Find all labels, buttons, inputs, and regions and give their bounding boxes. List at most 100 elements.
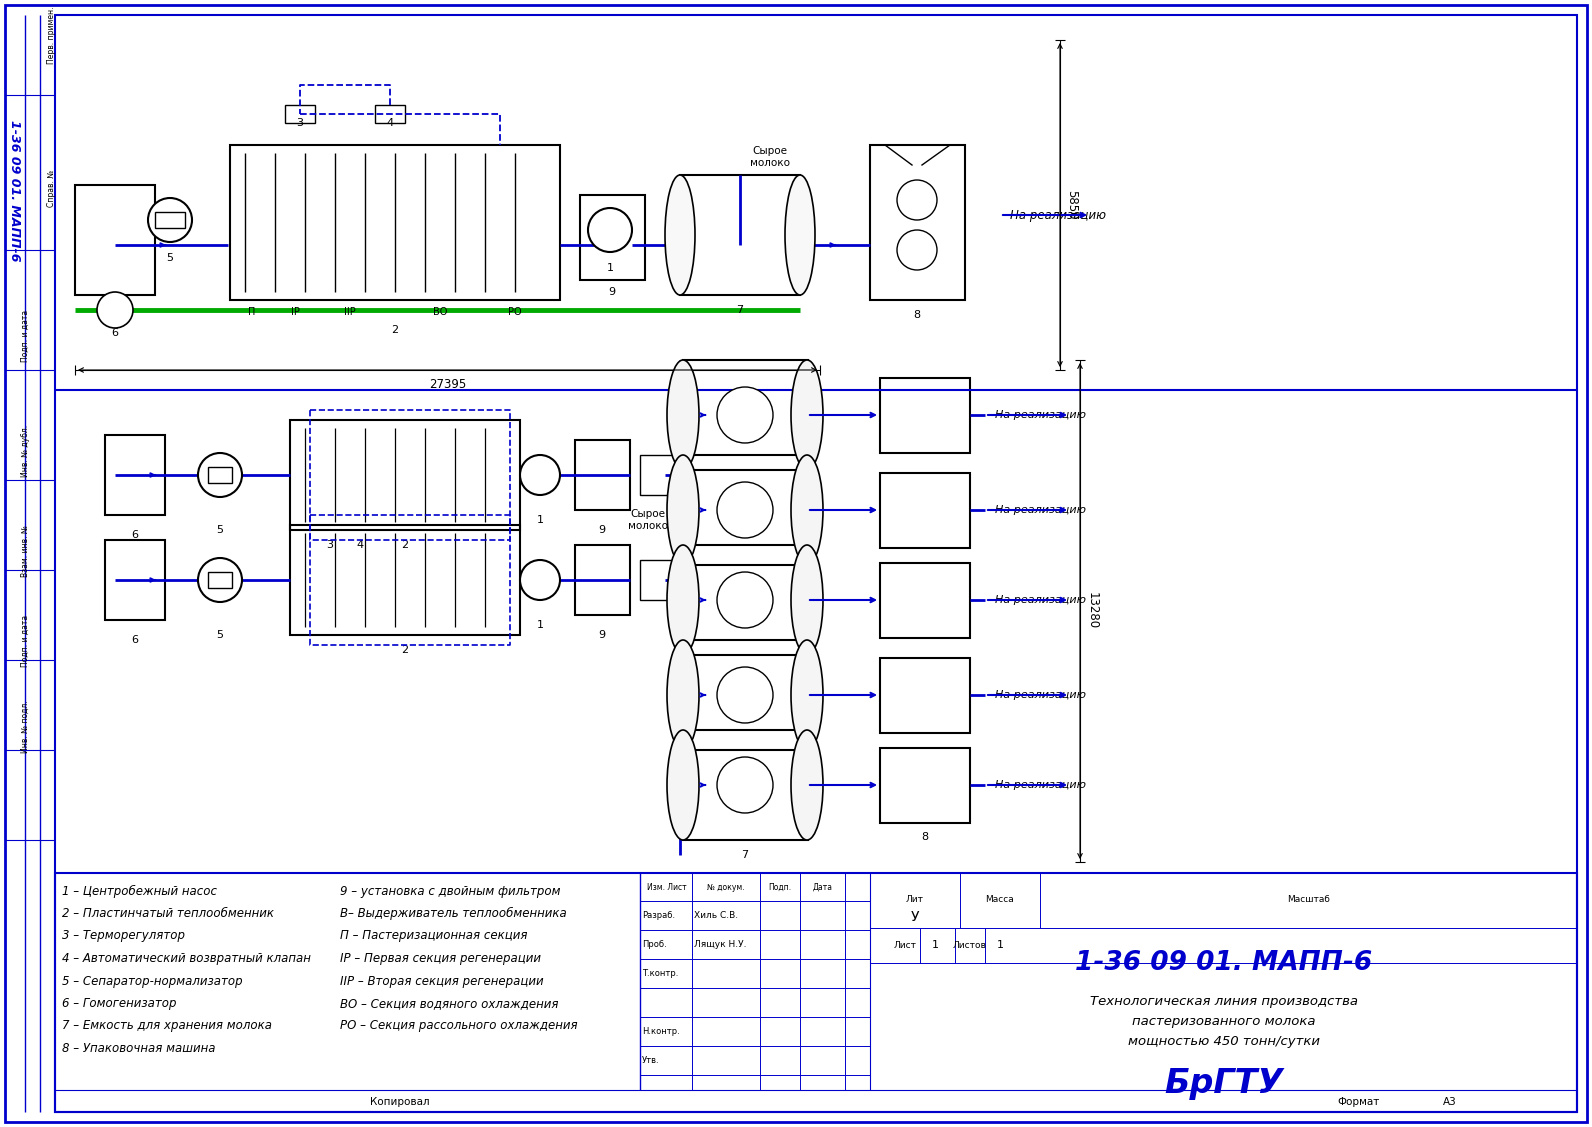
Text: 8: 8: [922, 832, 928, 842]
Text: 9: 9: [608, 287, 616, 298]
Text: 1: 1: [997, 940, 1003, 950]
Text: Взам. инв. №: Взам. инв. №: [21, 525, 30, 577]
Text: Копировал: Копировал: [371, 1097, 430, 1107]
Circle shape: [97, 292, 134, 328]
Text: Т.контр.: Т.контр.: [642, 969, 678, 978]
Ellipse shape: [785, 175, 815, 295]
Text: 5: 5: [217, 525, 223, 535]
Circle shape: [716, 482, 774, 538]
Ellipse shape: [791, 455, 823, 565]
Text: РО – Секция рассольного охлаждения: РО – Секция рассольного охлаждения: [341, 1020, 578, 1032]
Text: ІІР – Вторая секция регенерации: ІІР – Вторая секция регенерации: [341, 975, 543, 987]
Text: 5: 5: [167, 252, 174, 263]
Text: 2: 2: [401, 645, 409, 655]
Text: 13280: 13280: [1086, 593, 1098, 630]
Text: На реализацию: На реализацию: [1009, 208, 1106, 222]
Bar: [880, 748, 970, 823]
Text: Сырое
молоко: Сырое молоко: [750, 147, 790, 168]
Text: Дата: Дата: [812, 882, 833, 891]
Text: 8 – Упаковочная машина: 8 – Упаковочная машина: [62, 1042, 215, 1055]
Bar: [105, 540, 166, 620]
Ellipse shape: [667, 360, 699, 470]
Text: 2: 2: [401, 540, 409, 550]
Text: Хиль С.В.: Хиль С.В.: [694, 911, 739, 920]
Text: На реализацию: На реализацию: [995, 505, 1086, 515]
Text: Лящук Н.У.: Лящук Н.У.: [694, 940, 747, 949]
Bar: [154, 212, 185, 228]
Text: Лист: Лист: [893, 941, 917, 950]
Bar: [640, 455, 675, 495]
Text: 1: 1: [607, 263, 613, 273]
Text: 3: 3: [296, 118, 304, 128]
Ellipse shape: [791, 730, 823, 840]
Text: На реализацию: На реализацию: [995, 690, 1086, 700]
Text: Листов: Листов: [954, 941, 987, 950]
Circle shape: [896, 180, 938, 220]
Circle shape: [521, 560, 560, 600]
Text: 7: 7: [742, 850, 748, 860]
Text: Масштаб: Масштаб: [1286, 896, 1329, 905]
Text: 2: 2: [392, 325, 398, 335]
Text: А3: А3: [1442, 1097, 1457, 1107]
Circle shape: [716, 387, 774, 443]
Text: 1: 1: [537, 515, 543, 525]
Text: 1: 1: [931, 940, 939, 950]
Bar: [683, 640, 809, 749]
Bar: [880, 378, 970, 453]
Text: 6: 6: [111, 328, 118, 338]
Text: Технологическая линия производства: Технологическая линия производства: [1089, 994, 1358, 1008]
Circle shape: [896, 230, 938, 270]
Text: РО: РО: [508, 307, 522, 317]
Bar: [290, 420, 521, 530]
Text: 4 – Автоматический возвратный клапан: 4 – Автоматический возвратный клапан: [62, 952, 310, 965]
Text: ВО: ВО: [433, 307, 447, 317]
Text: 1 – Центробежный насос: 1 – Центробежный насос: [62, 885, 217, 897]
Bar: [575, 545, 630, 615]
Text: Утв.: Утв.: [642, 1056, 659, 1065]
Text: 7 – Емкость для хранения молока: 7 – Емкость для хранения молока: [62, 1020, 272, 1032]
Text: На реализацию: На реализацию: [995, 410, 1086, 420]
Ellipse shape: [665, 175, 696, 295]
Text: 5850: 5850: [1065, 190, 1078, 220]
Bar: [290, 525, 521, 635]
Bar: [285, 105, 315, 123]
Text: 7: 7: [737, 305, 743, 316]
Text: В– Выдерживатель теплообменника: В– Выдерживатель теплообменника: [341, 907, 567, 920]
Ellipse shape: [667, 545, 699, 655]
Text: Изм. Лист: Изм. Лист: [648, 882, 686, 891]
Bar: [209, 573, 232, 588]
Text: 4: 4: [387, 118, 393, 128]
Ellipse shape: [667, 455, 699, 565]
Bar: [683, 360, 809, 470]
Bar: [75, 185, 154, 295]
Text: ІР – Первая секция регенерации: ІР – Первая секция регенерации: [341, 952, 541, 965]
Text: Сырое
молоко: Сырое молоко: [627, 509, 669, 531]
Text: Масса: Масса: [985, 896, 1014, 905]
Bar: [640, 560, 675, 600]
Circle shape: [716, 667, 774, 724]
Bar: [683, 545, 809, 655]
Circle shape: [197, 453, 242, 497]
Text: 1-36 09 01. МАПП-6: 1-36 09 01. МАПП-6: [8, 119, 21, 261]
Text: 1-36 09 01. МАПП-6: 1-36 09 01. МАПП-6: [1075, 950, 1372, 976]
Text: 2 – Пластинчатый теплообменник: 2 – Пластинчатый теплообменник: [62, 907, 274, 920]
Text: Разраб.: Разраб.: [642, 911, 675, 920]
Text: 9 – установка с двойным фильтром: 9 – установка с двойным фильтром: [341, 885, 560, 897]
Text: Формат: Формат: [1337, 1097, 1380, 1107]
Text: 5 – Сепаратор-нормализатор: 5 – Сепаратор-нормализатор: [62, 975, 242, 987]
Ellipse shape: [791, 640, 823, 749]
Text: ВО – Секция водяного охлаждения: ВО – Секция водяного охлаждения: [341, 997, 559, 1010]
Bar: [56, 873, 1578, 1112]
Text: 8: 8: [914, 310, 920, 320]
Bar: [579, 195, 645, 279]
Text: Проб.: Проб.: [642, 940, 667, 949]
Circle shape: [716, 573, 774, 628]
Text: Инв. № подл.: Инв. № подл.: [21, 700, 30, 753]
Text: 5: 5: [217, 630, 223, 640]
Text: Перв. примен.: Перв. примен.: [48, 7, 56, 64]
Circle shape: [587, 208, 632, 252]
Bar: [229, 145, 560, 300]
Text: № докум.: № докум.: [707, 882, 745, 891]
Text: ІР: ІР: [291, 307, 299, 317]
Bar: [209, 467, 232, 483]
